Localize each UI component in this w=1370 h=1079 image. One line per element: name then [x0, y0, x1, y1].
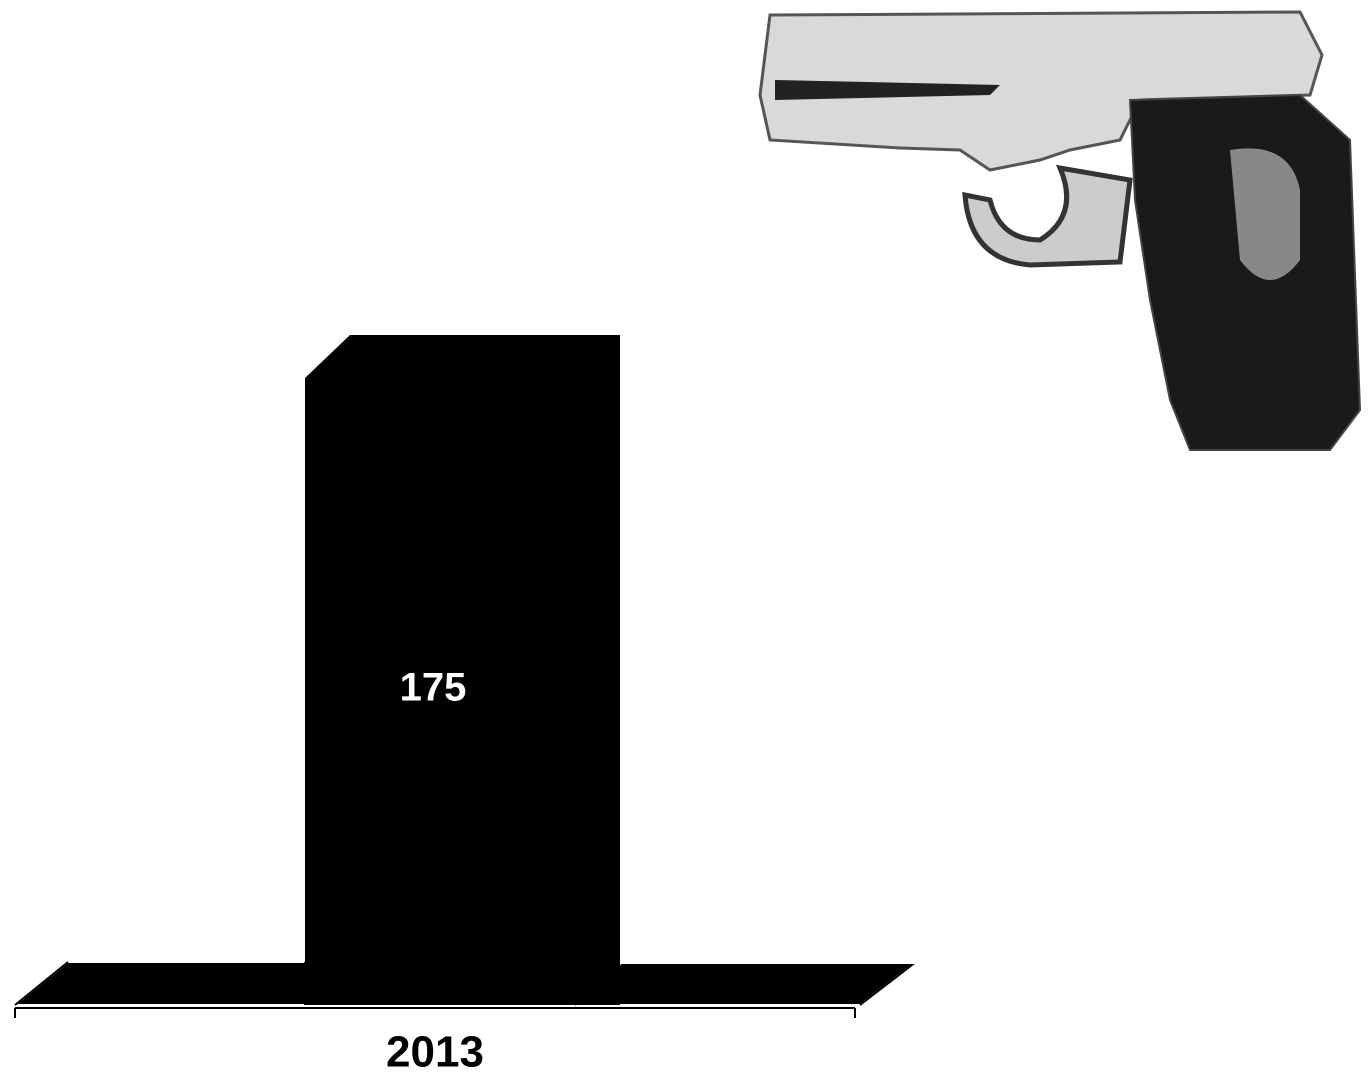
pistol-picture	[760, 12, 1360, 450]
pistol-grip	[1130, 95, 1360, 450]
pistol-grip-detail	[1230, 148, 1300, 280]
floor-right	[575, 965, 912, 1005]
pistol-trigger-guard	[965, 168, 1130, 265]
page: 1752013 (() => { const data = JSON.parse…	[0, 0, 1370, 1079]
value-label: 175	[400, 666, 467, 710]
x-tick-label: 2013	[386, 1028, 484, 1077]
chart: 175 2013	[0, 0, 1370, 1079]
